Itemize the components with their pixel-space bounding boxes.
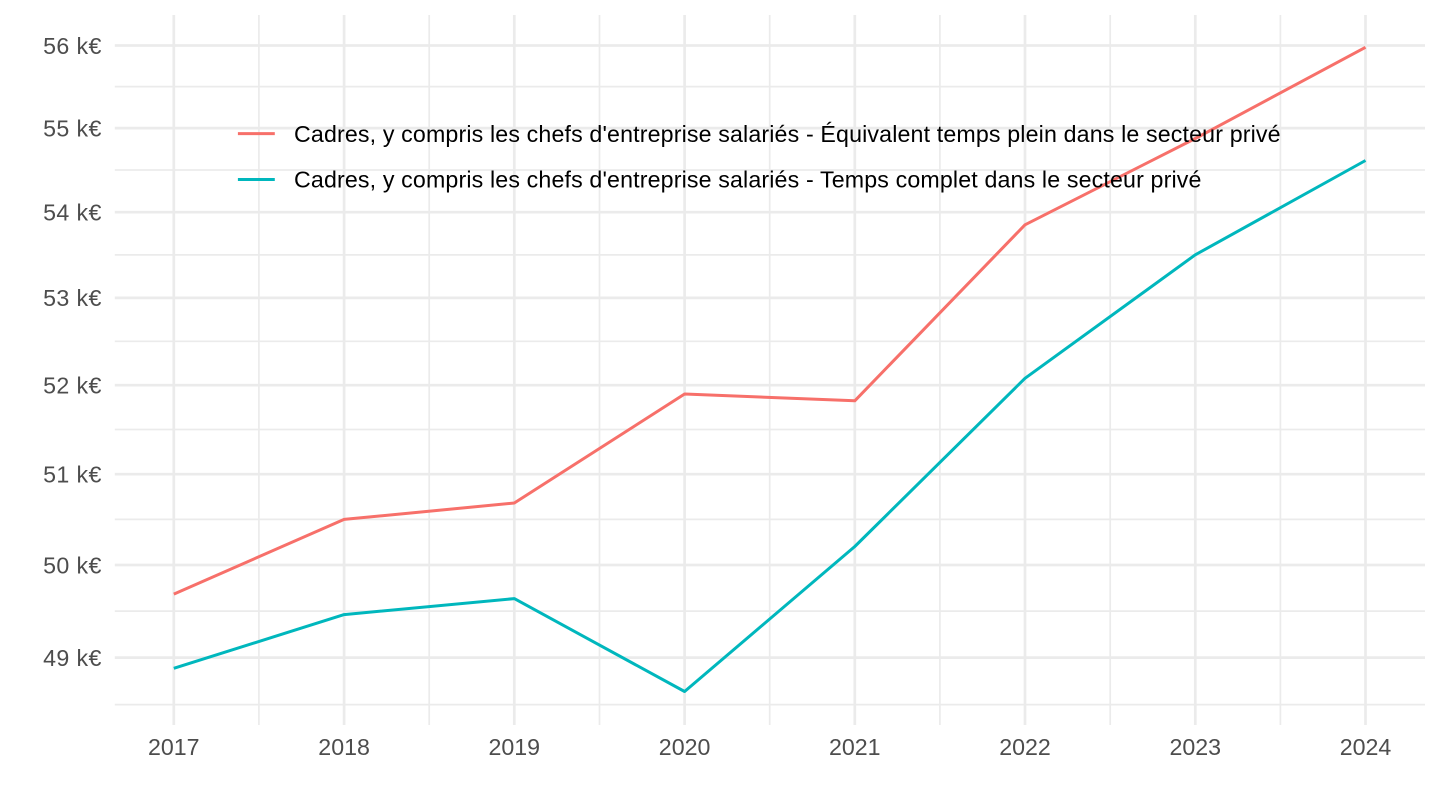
svg-text:50 k€: 50 k€ <box>43 552 102 578</box>
svg-text:2017: 2017 <box>148 734 200 760</box>
svg-text:2020: 2020 <box>659 734 711 760</box>
svg-text:2023: 2023 <box>1170 734 1222 760</box>
svg-text:53 k€: 53 k€ <box>43 285 102 311</box>
svg-text:2018: 2018 <box>318 734 370 760</box>
svg-text:56 k€: 56 k€ <box>43 33 102 59</box>
svg-text:54 k€: 54 k€ <box>43 200 102 226</box>
svg-text:Cadres, y compris les chefs d': Cadres, y compris les chefs d'entreprise… <box>294 121 1281 147</box>
svg-text:49 k€: 49 k€ <box>43 645 102 671</box>
svg-text:52 k€: 52 k€ <box>43 373 102 399</box>
svg-text:55 k€: 55 k€ <box>43 115 102 141</box>
svg-text:2024: 2024 <box>1340 734 1392 760</box>
svg-text:51 k€: 51 k€ <box>43 462 102 488</box>
svg-text:2022: 2022 <box>999 734 1051 760</box>
svg-text:Cadres, y compris les chefs d': Cadres, y compris les chefs d'entreprise… <box>294 167 1202 193</box>
svg-text:2019: 2019 <box>489 734 541 760</box>
svg-text:2021: 2021 <box>829 734 881 760</box>
